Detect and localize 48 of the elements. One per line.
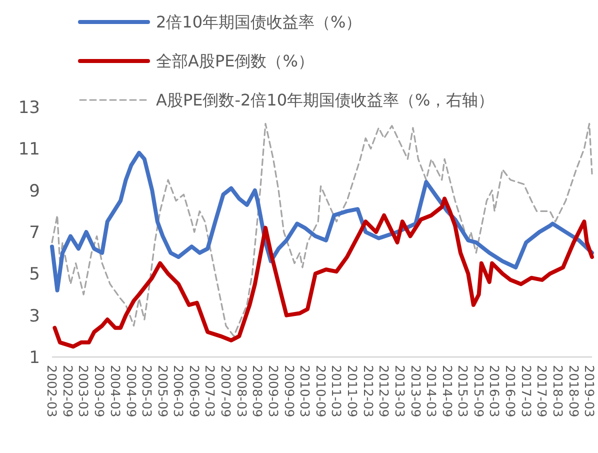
y-tick-label: 11 [18, 140, 40, 160]
x-tick-label: 2008-03 [234, 365, 250, 418]
x-tick-label: 2015-03 [456, 365, 471, 418]
x-tick-label: 2013-09 [408, 365, 424, 418]
x-tick-label: 2014-09 [440, 365, 455, 418]
legend-label: 2倍10年期国债收益率（%） [156, 12, 362, 32]
y-tick-label: 1 [29, 348, 40, 368]
x-tick-label: 2004-09 [124, 365, 139, 418]
x-tick-label: 2009-03 [266, 365, 281, 418]
x-tick-label: 2004-03 [108, 365, 123, 418]
line-series [51, 122, 593, 337]
x-tick-label: 2014-03 [424, 365, 439, 418]
x-tick-label: 2011-03 [329, 365, 344, 418]
legend-label: 全部A股PE倒数（%） [156, 52, 314, 71]
x-tick-label: 2007-03 [202, 365, 218, 418]
x-tick-label: 2018-09 [566, 365, 582, 418]
x-tick-label: 2013-03 [392, 365, 408, 418]
y-tick-label: 3 [29, 306, 40, 326]
x-tick-label: 2015-09 [471, 365, 486, 418]
x-tick-label: 2012-09 [376, 365, 392, 418]
x-tick-label: 2005-09 [155, 365, 170, 418]
x-tick-label: 2010-09 [313, 365, 328, 418]
x-tick-label: 2017-03 [518, 365, 534, 418]
legend-label: A股PE倒数-2倍10年期国债收益率（%，右轴） [156, 90, 494, 110]
x-tick-label: 2018-03 [550, 365, 566, 418]
line-series [52, 196, 594, 349]
x-tick-label: 2016-03 [487, 365, 502, 418]
x-tick-label: 2019-03 [582, 365, 597, 418]
line-series [50, 150, 594, 292]
x-tick-label: 2003-03 [76, 365, 92, 418]
y-tick-label: 7 [29, 222, 40, 243]
y-tick-label: 9 [29, 181, 40, 202]
x-tick-label: 2008-09 [250, 365, 266, 418]
x-tick-label: 2006-09 [186, 365, 202, 418]
x-tick-label: 2005-03 [139, 365, 154, 418]
x-tick-label: 2011-09 [345, 365, 360, 418]
x-tick-label: 2017-09 [534, 365, 550, 418]
y-tick-label: 5 [29, 264, 40, 285]
x-tick-label: 2002-09 [60, 365, 76, 418]
x-tick-label: 2007-09 [218, 365, 234, 418]
x-tick-label: 2009-09 [282, 365, 297, 418]
x-tick-label: 2003-09 [92, 365, 108, 418]
x-tick-label: 2010-03 [297, 365, 312, 418]
x-tick-label: 2002-03 [44, 365, 60, 418]
y-tick-label: 13 [18, 98, 40, 118]
x-tick-label: 2006-03 [171, 365, 186, 418]
x-tick-label: 2016-09 [503, 365, 518, 418]
x-tick-label: 2012-03 [360, 365, 376, 418]
